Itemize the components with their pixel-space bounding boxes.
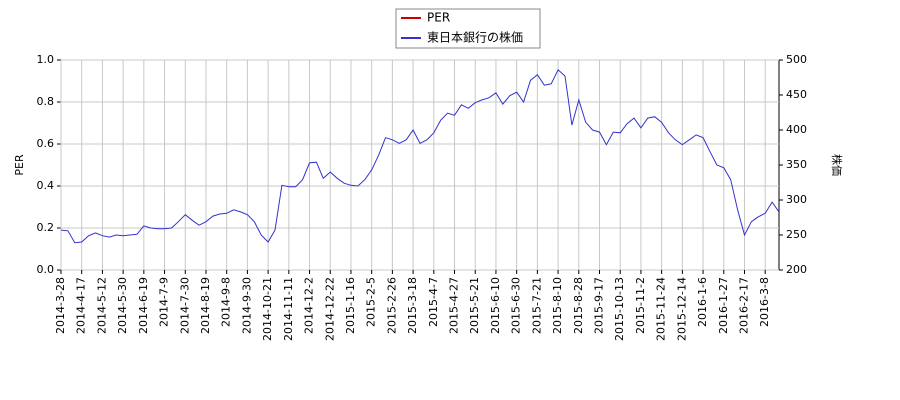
y2-tick-label: 250 xyxy=(786,228,807,241)
x-tick-label: 2015-10-13 xyxy=(613,277,626,341)
x-tick-label: 2016-3-8 xyxy=(758,277,771,327)
x-tick-label: 2015-3-18 xyxy=(406,277,419,334)
x-tick-label: 2014-7-30 xyxy=(178,277,191,334)
x-tick-label: 2015-4-27 xyxy=(448,277,461,334)
y2-tick-label: 350 xyxy=(786,158,807,171)
x-tick-label: 2014-4-17 xyxy=(75,277,88,334)
x-tick-label: 2014-5-30 xyxy=(116,277,129,334)
y-tick-label: 0.4 xyxy=(37,179,55,192)
y-tick-label: 0.8 xyxy=(37,95,55,108)
y-tick-label: 1.0 xyxy=(37,53,55,66)
y-tick-label: 0.0 xyxy=(37,263,55,276)
y-axis-label: PER xyxy=(13,154,26,176)
x-tick-label: 2014-7-9 xyxy=(158,277,171,327)
x-tick-label: 2014-11-11 xyxy=(282,277,295,341)
x-tick-label: 2014-12-2 xyxy=(303,277,316,334)
series-line xyxy=(60,68,780,244)
x-tick-label: 2014-3-28 xyxy=(54,277,67,334)
legend-label: 東日本銀行の株価 xyxy=(427,30,523,45)
x-tick-label: 2015-12-14 xyxy=(675,277,688,341)
y-tick-label: 0.6 xyxy=(37,137,55,150)
y2-axis-label: 株価 xyxy=(830,154,844,176)
y2-tick-label: 300 xyxy=(786,193,807,206)
x-tick-label: 2014-9-8 xyxy=(220,277,233,327)
x-tick-label: 2015-2-26 xyxy=(385,277,398,334)
x-tick-label: 2015-11-24 xyxy=(655,277,668,341)
y2-tick-label: 500 xyxy=(786,53,807,66)
x-tick-label: 2015-9-17 xyxy=(593,277,606,334)
x-tick-label: 2014-9-30 xyxy=(240,277,253,334)
y2-tick-label: 400 xyxy=(786,123,807,136)
x-tick-label: 2015-2-5 xyxy=(365,277,378,327)
x-tick-label: 2015-1-16 xyxy=(344,277,357,334)
x-tick-label: 2015-5-21 xyxy=(468,277,481,334)
x-tick-label: 2015-8-10 xyxy=(551,277,564,334)
x-tick-label: 2014-12-22 xyxy=(323,277,336,341)
x-tick-label: 2014-6-19 xyxy=(137,277,150,334)
plot-frame xyxy=(60,59,780,271)
x-tick-label: 2014-10-21 xyxy=(261,277,274,341)
x-tick-label: 2015-4-7 xyxy=(427,277,440,327)
x-tick-label: 2016-1-6 xyxy=(696,277,709,327)
x-tick-label: 2015-8-28 xyxy=(572,277,585,334)
x-tick-label: 2015-11-2 xyxy=(634,277,647,334)
x-tick-label: 2015-7-21 xyxy=(530,277,543,334)
x-tick-label: 2016-2-17 xyxy=(737,277,750,334)
x-tick-label: 2015-6-10 xyxy=(489,277,502,334)
y2-tick-label: 450 xyxy=(786,88,807,101)
x-tick-label: 2015-6-30 xyxy=(510,277,523,334)
x-tick-label: 2014-8-19 xyxy=(199,277,212,334)
x-tick-label: 2014-5-12 xyxy=(95,277,108,334)
y2-tick-label: 200 xyxy=(786,263,807,276)
y-tick-label: 0.2 xyxy=(37,221,55,234)
legend-label: PER xyxy=(427,11,450,25)
x-tick-label: 2016-1-27 xyxy=(717,277,730,334)
legend-box xyxy=(395,8,541,49)
